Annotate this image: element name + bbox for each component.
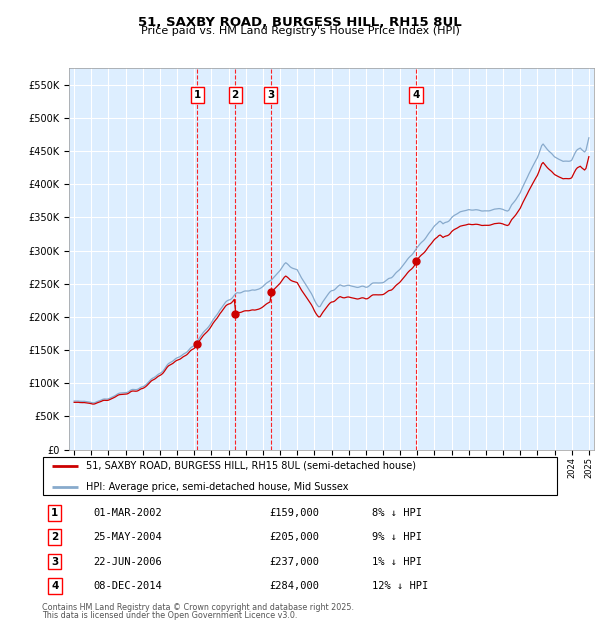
Text: 2: 2: [51, 532, 59, 542]
Text: 1: 1: [194, 90, 201, 100]
Text: 4: 4: [412, 90, 420, 100]
Text: £237,000: £237,000: [269, 557, 319, 567]
Text: 22-JUN-2006: 22-JUN-2006: [94, 557, 163, 567]
Text: 9% ↓ HPI: 9% ↓ HPI: [372, 532, 422, 542]
Text: 12% ↓ HPI: 12% ↓ HPI: [372, 581, 428, 591]
Text: HPI: Average price, semi-detached house, Mid Sussex: HPI: Average price, semi-detached house,…: [86, 482, 349, 492]
Text: 25-MAY-2004: 25-MAY-2004: [94, 532, 163, 542]
Text: £205,000: £205,000: [269, 532, 319, 542]
Text: 51, SAXBY ROAD, BURGESS HILL, RH15 8UL (semi-detached house): 51, SAXBY ROAD, BURGESS HILL, RH15 8UL (…: [86, 461, 416, 471]
Text: £159,000: £159,000: [269, 508, 319, 518]
FancyBboxPatch shape: [43, 457, 557, 495]
Text: 1: 1: [51, 508, 59, 518]
Text: 01-MAR-2002: 01-MAR-2002: [94, 508, 163, 518]
Text: 08-DEC-2014: 08-DEC-2014: [94, 581, 163, 591]
Text: 51, SAXBY ROAD, BURGESS HILL, RH15 8UL: 51, SAXBY ROAD, BURGESS HILL, RH15 8UL: [138, 16, 462, 29]
Text: Price paid vs. HM Land Registry's House Price Index (HPI): Price paid vs. HM Land Registry's House …: [140, 26, 460, 36]
Text: 3: 3: [51, 557, 59, 567]
Text: 2: 2: [232, 90, 239, 100]
Text: This data is licensed under the Open Government Licence v3.0.: This data is licensed under the Open Gov…: [42, 611, 298, 620]
Text: 3: 3: [268, 90, 275, 100]
Text: 1% ↓ HPI: 1% ↓ HPI: [372, 557, 422, 567]
Text: 8% ↓ HPI: 8% ↓ HPI: [372, 508, 422, 518]
Text: £284,000: £284,000: [269, 581, 319, 591]
Text: 4: 4: [51, 581, 59, 591]
Text: Contains HM Land Registry data © Crown copyright and database right 2025.: Contains HM Land Registry data © Crown c…: [42, 603, 354, 612]
